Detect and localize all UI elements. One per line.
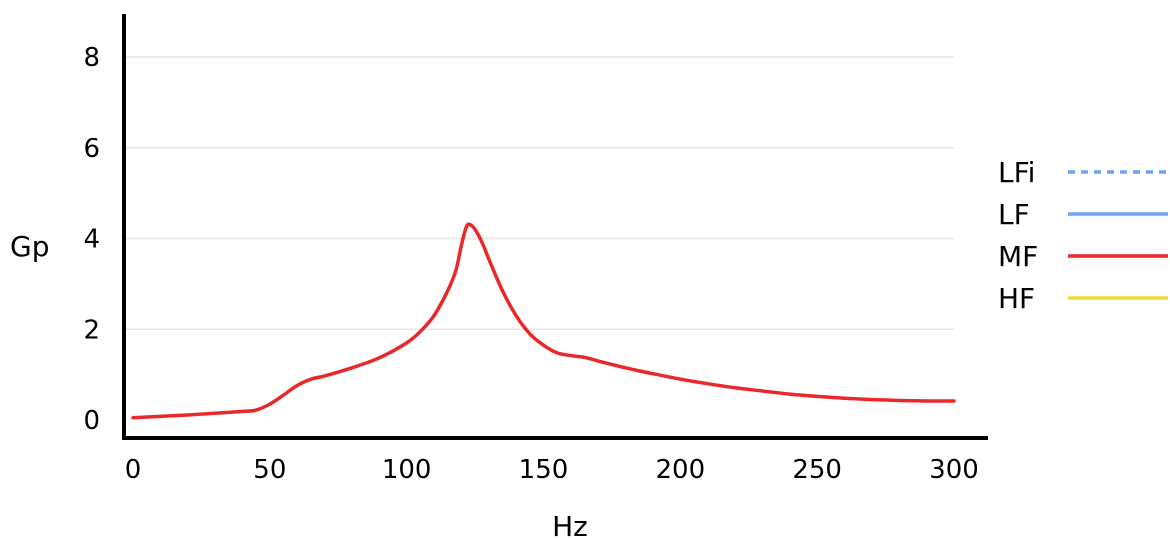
legend-label-lfi: LFi (998, 156, 1035, 189)
legend: LFi LF MF HF (998, 156, 1168, 315)
legend-label-hf: HF (998, 282, 1035, 315)
y-tick-label-8: 8 (83, 43, 100, 73)
series-line-mf (131, 222, 956, 420)
y-tick-labels: 0 2 4 6 8 (83, 43, 100, 436)
y-tick-label-2: 2 (83, 315, 100, 345)
y-tick-label-4: 4 (83, 225, 100, 255)
x-tick-label-150: 150 (519, 455, 569, 485)
x-tick-label-300: 300 (929, 455, 979, 485)
axes (122, 14, 988, 440)
legend-label-mf: MF (998, 240, 1038, 273)
series-lines (131, 222, 956, 420)
y-axis-title: Gp (10, 230, 49, 263)
x-tick-label-200: 200 (656, 455, 706, 485)
y-tick-label-6: 6 (83, 134, 100, 164)
x-tick-label-50: 50 (253, 455, 286, 485)
x-tick-label-100: 100 (382, 455, 432, 485)
y-tick-label-0: 0 (83, 406, 100, 436)
x-tick-label-0: 0 (125, 455, 142, 485)
grid-lines (124, 56, 954, 330)
x-tick-labels: 0 50 100 150 200 250 300 (125, 455, 979, 485)
legend-label-lf: LF (998, 198, 1030, 231)
x-axis-title: Hz (552, 510, 588, 539)
x-tick-label-250: 250 (792, 455, 842, 485)
